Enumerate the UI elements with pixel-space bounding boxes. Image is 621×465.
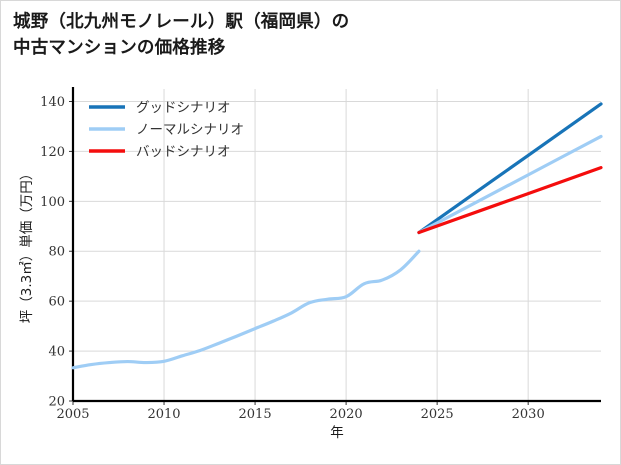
y-axis-title: 坪（3.3㎡）単価（万円） (19, 167, 35, 323)
y-tick-label: 100 (40, 195, 65, 210)
y-tick-label: 20 (48, 395, 65, 410)
data-series-group (71, 102, 603, 370)
series-line (71, 249, 421, 370)
y-tick-label: 60 (48, 295, 65, 310)
y-axis-tick-labels: 20 40 60 80 100 120 140 (40, 95, 65, 410)
x-tick-label: 2005 (56, 407, 89, 422)
legend-label: グッドシナリオ (136, 100, 231, 116)
x-tick-label: 2030 (512, 407, 545, 422)
x-tick-label: 2015 (239, 407, 272, 422)
x-axis-title: 年 (330, 425, 344, 441)
y-tick-label: 40 (48, 345, 65, 360)
x-axis-tick-labels: 2005 2010 2015 2020 2025 2030 (56, 407, 544, 422)
legend-label: ノーマルシナリオ (136, 122, 244, 138)
x-tick-label: 2020 (330, 407, 363, 422)
y-tick-label: 140 (40, 95, 65, 110)
y-tick-label: 120 (40, 145, 65, 160)
legend-label: バッドシナリオ (136, 144, 231, 160)
legend-item[interactable]: ノーマルシナリオ (89, 122, 244, 138)
page-title: 城野（北九州モノレール）駅（福岡県）の 中古マンションの価格推移 (13, 12, 350, 59)
y-tick-label: 80 (48, 245, 65, 260)
legend-item[interactable]: グッドシナリオ (89, 100, 231, 116)
legend-item[interactable]: バッドシナリオ (89, 144, 231, 160)
series-line (417, 134, 603, 235)
x-tick-label: 2025 (421, 407, 454, 422)
series-line (417, 102, 603, 235)
series-line (417, 166, 603, 235)
x-tick-label: 2010 (147, 407, 180, 422)
